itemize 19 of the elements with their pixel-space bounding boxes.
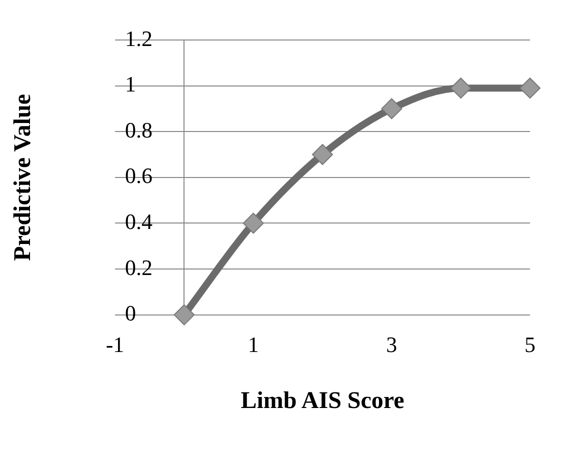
y-axis-title: Predictive Value [10, 94, 36, 261]
y-tick-label: 1 [125, 72, 136, 97]
x-tick-label: 1 [248, 332, 259, 357]
y-tick-label: 0.4 [125, 208, 152, 234]
point [174, 304, 195, 326]
x-axis-title: Limb AIS Score [240, 388, 405, 414]
x-tick-label: 5 [524, 332, 536, 357]
x-tick-label: 3 [386, 332, 398, 357]
y-tick-label: 0.8 [125, 117, 152, 142]
y-tick-label: 0 [125, 300, 136, 326]
y-tick-label: 1.2 [125, 26, 152, 51]
y-tick-label: 0.6 [125, 163, 152, 188]
y-tick-label: 0.2 [125, 254, 152, 280]
x-tick-label: -1 [106, 332, 124, 357]
point [450, 78, 472, 99]
point [381, 98, 402, 120]
point [312, 144, 333, 165]
point [242, 212, 264, 234]
point [520, 78, 540, 99]
